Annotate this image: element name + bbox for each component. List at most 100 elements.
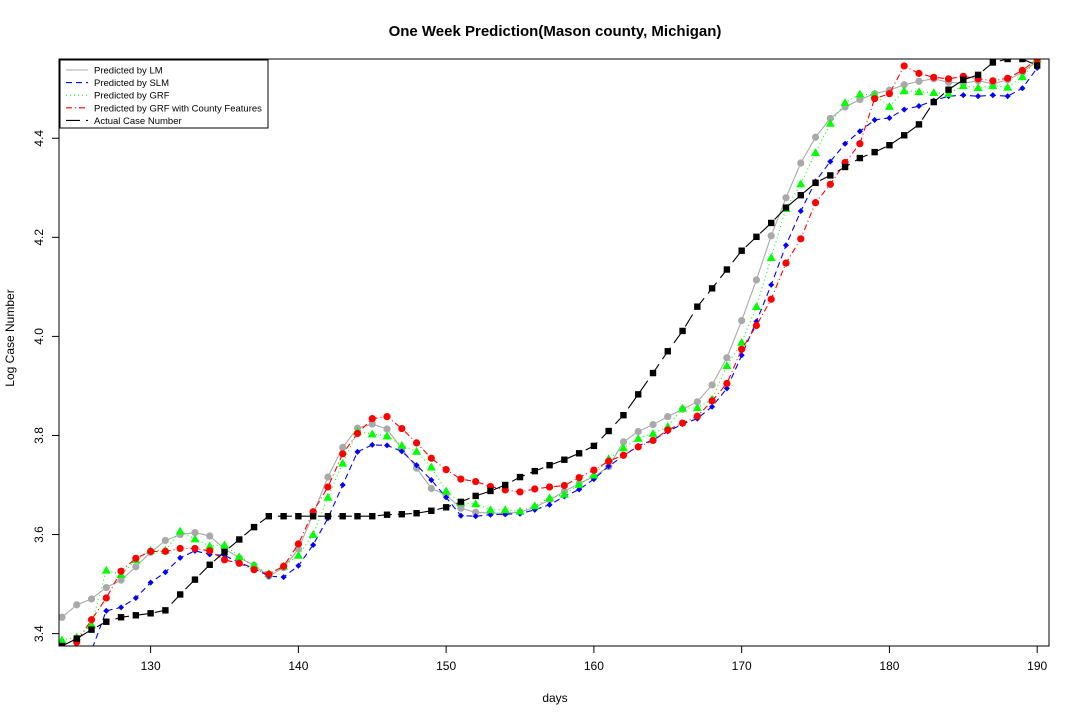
series-3-point (59, 635, 67, 644)
series-4-point (427, 454, 435, 462)
series-2-point (782, 242, 790, 249)
legend-item: Predicted by GRF with County Features (66, 103, 262, 114)
series-4-point (176, 544, 184, 553)
series-2-point (428, 477, 435, 484)
x-tick-label: 170 (732, 659, 752, 673)
series-2-point (709, 403, 716, 410)
series-1-point (368, 420, 376, 428)
series-4-point (900, 62, 908, 70)
y-tick-label: 3.8 (32, 427, 46, 444)
series-5-point (620, 411, 627, 419)
series-3-point (618, 443, 628, 452)
series-2-point (339, 481, 346, 489)
series-5-point (162, 607, 169, 614)
series-5-point (886, 141, 893, 149)
series-4-point (678, 419, 687, 427)
series-5-point (516, 473, 524, 481)
series-5-point (797, 192, 804, 199)
series-5-point (221, 548, 228, 556)
series-3-point (485, 505, 495, 514)
series-3-point (633, 433, 643, 442)
series-4-point (1004, 74, 1012, 82)
series-1-point (856, 96, 864, 104)
series-2-point (738, 352, 745, 359)
series-5-point (413, 510, 420, 517)
series-5 (59, 59, 1041, 646)
series-3-point (1003, 82, 1013, 91)
series-4-point (442, 466, 450, 474)
series-3-point (205, 541, 215, 550)
series-4-point (590, 466, 598, 474)
series-3-point (382, 431, 392, 440)
series-5-point (117, 614, 125, 621)
series-2-point (280, 574, 287, 581)
series-5-point (206, 561, 213, 568)
series-5-point (841, 163, 849, 171)
series-4-point (605, 457, 613, 465)
series-5-point (989, 59, 997, 66)
series-1-point (752, 276, 761, 284)
series-5-point (457, 498, 465, 506)
series-1-point (117, 576, 125, 584)
series-4-point (324, 483, 332, 491)
series-1-point (472, 508, 480, 516)
series-5-point (974, 71, 982, 79)
series-2-point (398, 448, 405, 455)
series-5-point (1004, 59, 1011, 63)
series-1-point (915, 77, 923, 85)
series-1-point (649, 420, 657, 429)
series-5-point (915, 121, 923, 128)
series-2-point (842, 140, 849, 147)
series-3-point (219, 540, 229, 549)
series-5-point (827, 172, 834, 179)
series-4-point (693, 412, 701, 420)
series-2-point (147, 579, 154, 586)
series-5-point (561, 456, 568, 463)
series-3-point (308, 530, 318, 538)
series-3-point (367, 429, 377, 438)
legend-item: Predicted by LM (66, 66, 163, 77)
series-5-point (738, 247, 745, 254)
series-5-point (339, 513, 346, 520)
x-tick-label: 160 (584, 659, 604, 673)
series-2-point (723, 385, 730, 392)
series-5-point (369, 513, 376, 520)
series-1-point (693, 398, 701, 406)
series-5-point (147, 610, 154, 617)
series-4-point (220, 556, 229, 564)
series-5-point (324, 513, 332, 520)
series-5-point (945, 86, 952, 93)
series-4-point (398, 424, 406, 433)
series-1-point (102, 583, 110, 592)
series-5-point (812, 179, 819, 187)
series-1-point (324, 473, 332, 481)
y-tick-label: 4.4 (32, 130, 46, 147)
series-4-point (206, 547, 214, 555)
series-1-point (826, 114, 834, 123)
series-1-point (723, 354, 731, 362)
series-3-point (722, 361, 732, 370)
series-2-point (457, 512, 464, 519)
chart-title: One Week Prediction(Mason county, Michig… (389, 23, 722, 40)
series-5-point (575, 450, 583, 457)
series-4-point (339, 450, 347, 458)
series-5-point (59, 642, 66, 646)
series-4-point (871, 95, 879, 103)
series-3-point (1017, 72, 1027, 81)
series-1-point (87, 595, 96, 603)
series-3-point (811, 148, 821, 156)
series-4-point (575, 473, 583, 482)
series-4-point (472, 477, 480, 486)
series-1-point (427, 484, 435, 493)
series-3-point (323, 492, 333, 501)
series-2-point (546, 501, 553, 508)
series-5-point (428, 507, 435, 514)
series-5-point (930, 98, 937, 106)
series-3-point (899, 86, 909, 95)
series-2-point (827, 158, 834, 165)
series-2-point (1004, 93, 1011, 100)
series-4-point (915, 69, 923, 77)
series-1-point (132, 563, 140, 571)
series-3-point (190, 534, 200, 543)
series-3-point (973, 83, 983, 92)
